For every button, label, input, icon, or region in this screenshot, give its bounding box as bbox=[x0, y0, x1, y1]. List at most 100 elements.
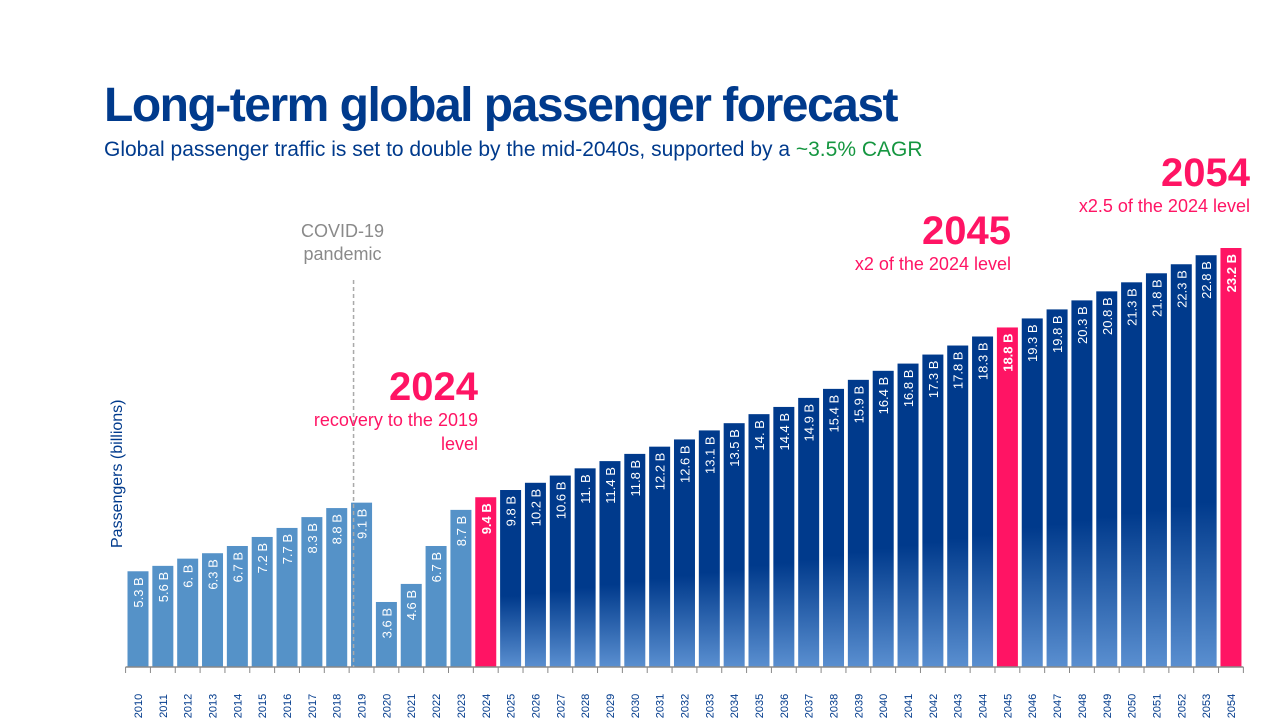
bar-2049 bbox=[1096, 291, 1118, 667]
data-label-2049: 20.8 B bbox=[1100, 297, 1115, 335]
x-tick-label-2036: 2036 bbox=[779, 694, 791, 718]
data-label-2054: 23.2 B bbox=[1224, 254, 1239, 292]
bar-2040 bbox=[872, 370, 894, 667]
x-tick-label-2034: 2034 bbox=[729, 694, 741, 718]
x-tick-label-2053: 2053 bbox=[1201, 694, 1213, 718]
bar-2025 bbox=[500, 490, 522, 667]
x-tick-label-2043: 2043 bbox=[953, 694, 965, 718]
bar-2035 bbox=[748, 414, 770, 667]
bar-2020 bbox=[375, 601, 397, 667]
x-tick-label-2021: 2021 bbox=[406, 694, 418, 718]
data-label-2020: 3.6 B bbox=[379, 608, 394, 638]
bar-2041 bbox=[897, 363, 919, 667]
x-tick-label-2025: 2025 bbox=[506, 694, 518, 718]
data-label-2014: 6.7 B bbox=[230, 552, 245, 582]
x-tick-label-2016: 2016 bbox=[282, 694, 294, 718]
x-tick-label-2019: 2019 bbox=[357, 694, 369, 718]
data-label-2031: 12.2 B bbox=[653, 453, 668, 491]
bar-2053 bbox=[1195, 255, 1217, 668]
x-tick-label-2029: 2029 bbox=[605, 694, 617, 718]
data-label-2025: 9.8 B bbox=[504, 496, 519, 526]
x-tick-label-2052: 2052 bbox=[1176, 694, 1188, 718]
bar-2042 bbox=[922, 354, 944, 667]
x-tick-label-2041: 2041 bbox=[903, 694, 915, 718]
bar-2016 bbox=[276, 527, 298, 667]
annotation-2024: 2024 recovery to the 2019 level bbox=[258, 366, 478, 456]
bar-2030 bbox=[624, 453, 646, 667]
bar-2044 bbox=[972, 336, 994, 667]
data-label-2053: 22.8 B bbox=[1199, 261, 1214, 299]
data-label-2024: 9.4 B bbox=[479, 503, 494, 534]
annotation-year: 2045 bbox=[922, 209, 1011, 253]
data-label-2030: 11.8 B bbox=[628, 460, 643, 497]
data-label-2015: 7.2 B bbox=[255, 543, 270, 573]
x-tick-label-2033: 2033 bbox=[704, 694, 716, 718]
x-tick-label-2030: 2030 bbox=[630, 694, 642, 718]
x-tick-label-2031: 2031 bbox=[655, 694, 667, 718]
bar-2026 bbox=[524, 482, 546, 667]
annotation-text: x2 of the 2024 level bbox=[854, 254, 1011, 274]
annotation-text: x2.5 of the 2024 level bbox=[1078, 196, 1250, 216]
bar-2024 bbox=[475, 497, 497, 667]
x-tick-label-2011: 2011 bbox=[158, 694, 170, 718]
x-tick-label-2037: 2037 bbox=[804, 694, 816, 718]
x-tick-label-2051: 2051 bbox=[1151, 694, 1163, 718]
bar-2023 bbox=[450, 509, 472, 667]
bar-2051 bbox=[1145, 273, 1167, 667]
bar-2046 bbox=[1021, 318, 1043, 667]
data-label-2038: 15.4 B bbox=[827, 395, 842, 433]
x-tick-label-2015: 2015 bbox=[257, 694, 269, 718]
x-tick-label-2038: 2038 bbox=[829, 694, 841, 718]
data-label-2021: 4.6 B bbox=[404, 590, 419, 620]
data-label-2010: 5.3 B bbox=[131, 577, 146, 607]
x-tick-label-2040: 2040 bbox=[878, 694, 890, 718]
bar-2050 bbox=[1121, 282, 1143, 667]
data-label-2017: 8.3 B bbox=[305, 523, 320, 553]
data-label-2035: 14. B bbox=[752, 420, 767, 450]
data-label-2028: 11. B bbox=[578, 474, 593, 503]
x-tick-label-2017: 2017 bbox=[307, 694, 319, 718]
bar-2017 bbox=[301, 517, 323, 667]
data-label-2042: 17.3 B bbox=[926, 361, 941, 399]
bar-2037 bbox=[798, 397, 820, 667]
data-label-2043: 17.8 B bbox=[951, 352, 966, 390]
x-tick-label-2054: 2054 bbox=[1226, 694, 1238, 718]
data-label-2016: 7.7 B bbox=[280, 534, 295, 564]
bar-2021 bbox=[400, 583, 422, 667]
x-tick-label-2049: 2049 bbox=[1102, 694, 1114, 718]
x-tick-label-2020: 2020 bbox=[381, 694, 393, 718]
data-label-2012: 6. B bbox=[181, 565, 196, 588]
data-label-2045: 18.8 B bbox=[1000, 333, 1015, 371]
x-tick-label-2012: 2012 bbox=[183, 694, 195, 718]
x-tick-label-2023: 2023 bbox=[456, 694, 468, 718]
x-tick-label-2047: 2047 bbox=[1052, 694, 1064, 718]
data-label-2046: 19.3 B bbox=[1025, 324, 1040, 362]
subtitle: Global passenger traffic is set to doubl… bbox=[104, 138, 923, 162]
x-tick-label-2018: 2018 bbox=[332, 694, 344, 718]
data-label-2048: 20.3 B bbox=[1075, 306, 1090, 344]
x-tick-label-2050: 2050 bbox=[1127, 694, 1139, 718]
bar-2014 bbox=[226, 545, 248, 667]
x-tick-label-2022: 2022 bbox=[431, 694, 443, 718]
bar-2013 bbox=[202, 553, 224, 667]
data-label-2036: 14.4 B bbox=[777, 413, 792, 451]
data-label-2044: 18.3 B bbox=[976, 342, 991, 380]
data-label-2013: 6.3 B bbox=[206, 559, 221, 589]
x-tick-label-2026: 2026 bbox=[530, 694, 542, 718]
data-label-2019: 9.1 B bbox=[355, 509, 370, 539]
cagr-highlight: ~3.5% CAGR bbox=[795, 138, 923, 161]
data-label-2040: 16.4 B bbox=[876, 377, 891, 415]
bar-2010 bbox=[127, 571, 149, 667]
x-tick-label-2024: 2024 bbox=[481, 694, 493, 718]
data-label-2047: 19.8 B bbox=[1050, 315, 1065, 353]
x-tick-label-2032: 2032 bbox=[679, 694, 691, 718]
bar-2034 bbox=[723, 423, 745, 667]
bar-2038 bbox=[823, 388, 845, 667]
subtitle-text: Global passenger traffic is set to doubl… bbox=[104, 138, 796, 161]
bar-2036 bbox=[773, 406, 795, 667]
data-label-2037: 14.9 B bbox=[802, 404, 817, 442]
covid-line1: COVID-19 bbox=[300, 221, 385, 241]
bar-2018 bbox=[326, 508, 348, 667]
x-tick-label-2039: 2039 bbox=[853, 694, 865, 718]
